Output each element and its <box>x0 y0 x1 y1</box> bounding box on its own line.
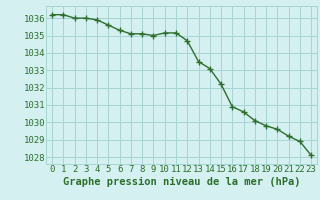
X-axis label: Graphe pression niveau de la mer (hPa): Graphe pression niveau de la mer (hPa) <box>63 177 300 187</box>
